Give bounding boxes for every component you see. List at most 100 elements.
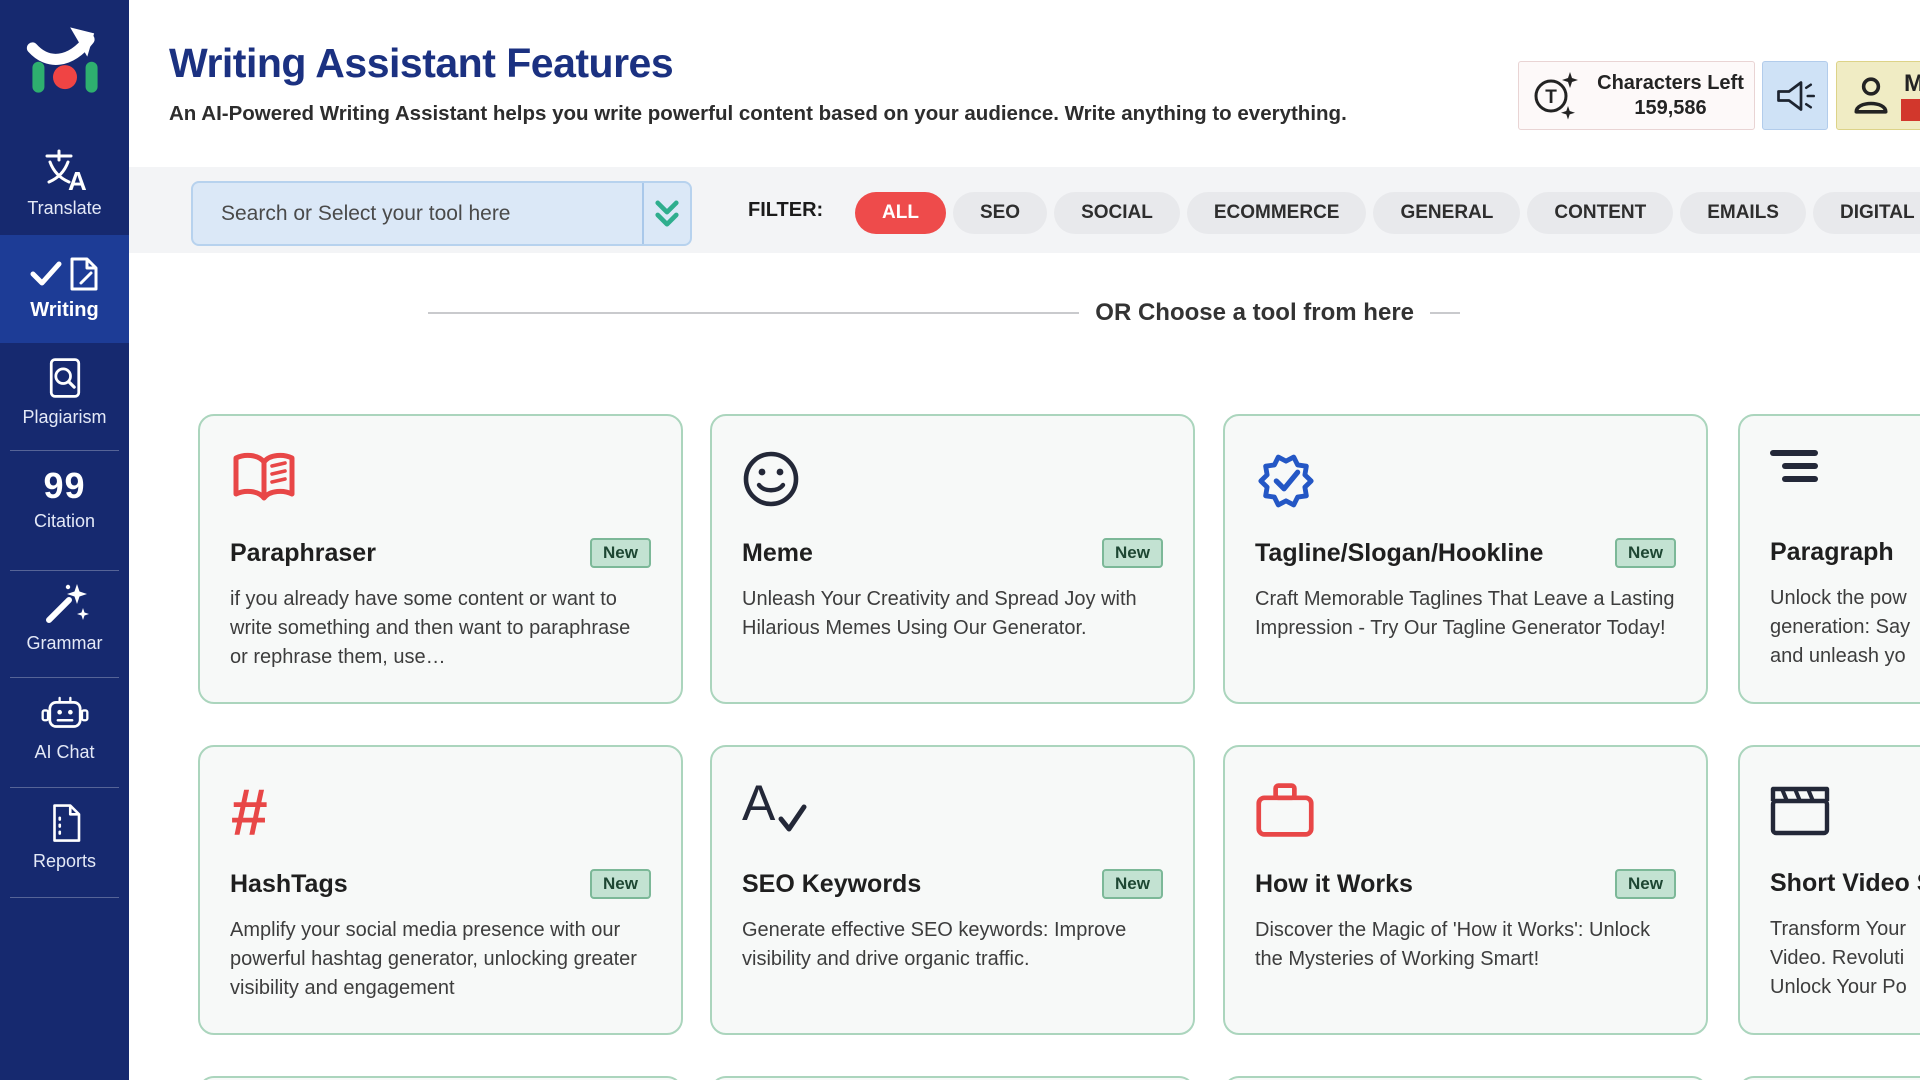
magic-wand-icon xyxy=(45,584,89,623)
tool-card-partial[interactable] xyxy=(1223,1076,1708,1080)
app-logo[interactable] xyxy=(22,12,108,96)
citation-icon: 99 xyxy=(43,465,86,506)
tool-card-paraphraser[interactable]: Paraphraser New if you already have some… xyxy=(198,414,683,704)
sidebar-divider xyxy=(10,897,119,898)
page-subtitle: An AI-Powered Writing Assistant helps yo… xyxy=(169,102,1347,125)
sidebar-item-translate[interactable]: A Translate xyxy=(0,138,129,230)
sidebar-item-label: Grammar xyxy=(26,633,103,653)
filter-pill-general[interactable]: GENERAL xyxy=(1373,192,1521,234)
tool-search xyxy=(191,181,692,246)
filter-pill-seo[interactable]: SEO xyxy=(952,192,1048,234)
divider-line xyxy=(1430,312,1460,314)
divider-line xyxy=(428,312,1080,314)
svg-text:T: T xyxy=(1545,87,1557,108)
card-title: Short Video S xyxy=(1770,869,1920,897)
section-divider: OR Choose a tool from here xyxy=(428,296,1460,330)
new-badge: New xyxy=(1102,869,1163,899)
sidebar-item-citation[interactable]: 99 Citation xyxy=(0,462,129,538)
characters-left-label: Characters Left xyxy=(1597,71,1744,94)
translate-icon: A xyxy=(45,149,87,191)
filter-pill-ecommerce[interactable]: ECOMMERCE xyxy=(1186,192,1367,234)
sidebar-item-reports[interactable]: Reports xyxy=(0,800,129,874)
sidebar-item-writing[interactable]: Writing xyxy=(0,235,129,343)
card-title: Meme xyxy=(742,538,813,567)
divider-text: OR Choose a tool from here xyxy=(1095,299,1414,326)
open-book-icon xyxy=(233,452,295,501)
tool-card-short-video[interactable]: Short Video S Transform Your Video. Revo… xyxy=(1738,745,1920,1035)
user-icon xyxy=(1854,76,1888,114)
sidebar-item-plagiarism[interactable]: Plagiarism xyxy=(0,352,129,432)
sidebar-item-grammar[interactable]: Grammar xyxy=(0,580,129,656)
sidebar-item-ai-chat[interactable]: AI Chat xyxy=(0,690,129,766)
card-description: Amplify your social media presence with … xyxy=(230,919,637,999)
svg-text:A: A xyxy=(68,166,87,191)
filter-pill-social[interactable]: SOCIAL xyxy=(1054,192,1180,234)
smiley-icon xyxy=(743,451,799,507)
tool-card-partial[interactable] xyxy=(198,1076,683,1080)
characters-left-badge: T Characters Left 159,586 xyxy=(1518,61,1755,130)
characters-left-value: 159,586 xyxy=(1634,96,1707,119)
sidebar-divider xyxy=(10,787,119,788)
card-title: Tagline/Slogan/Hookline xyxy=(1255,538,1544,567)
profile-badge[interactable]: M xyxy=(1836,61,1920,130)
checkmark-icon xyxy=(30,261,62,286)
spellcheck-check-icon xyxy=(778,804,807,832)
character-count-icon: T xyxy=(1534,71,1578,119)
badge-check-icon xyxy=(1258,454,1314,508)
hashtag-icon: # xyxy=(230,775,267,849)
clapperboard-icon xyxy=(1770,786,1830,836)
megaphone-icon xyxy=(1777,80,1816,111)
sidebar-divider xyxy=(10,677,119,678)
tool-card-partial[interactable] xyxy=(710,1076,1195,1080)
tool-card-how-it-works[interactable]: How it Works New Discover the Magic of '… xyxy=(1223,745,1708,1035)
card-title: Paraphraser xyxy=(230,538,376,567)
logo-icon xyxy=(26,27,98,93)
filter-pills: ALL SEO SOCIAL ECOMMERCE GENERAL CONTENT… xyxy=(855,192,1920,234)
sidebar-item-label: Citation xyxy=(33,511,96,531)
card-title: How it Works xyxy=(1255,869,1413,898)
new-badge: New xyxy=(590,538,651,568)
filter-pill-emails[interactable]: EMAILS xyxy=(1680,192,1806,234)
card-title: HashTags xyxy=(230,869,348,898)
filter-pill-digital[interactable]: DIGITAL xyxy=(1812,192,1920,234)
new-badge: New xyxy=(1102,538,1163,568)
card-description: Unleash Your Creativity and Spread Joy w… xyxy=(742,588,1137,639)
sidebar: A Translate Writing xyxy=(0,0,129,1080)
card-description: if you already have some content or want… xyxy=(230,588,631,668)
tool-card-tagline[interactable]: Tagline/Slogan/Hookline New Craft Memora… xyxy=(1223,414,1708,704)
tool-card-meme[interactable]: Meme New Unleash Your Creativity and Spr… xyxy=(710,414,1195,704)
sidebar-item-label: Writing xyxy=(30,299,99,321)
tool-card-hashtags[interactable]: # HashTags New Amplify your social media… xyxy=(198,745,683,1035)
spellcheck-icon: A xyxy=(742,775,776,831)
plagiarism-icon xyxy=(49,358,80,398)
card-title: SEO Keywords xyxy=(742,869,922,898)
new-badge: New xyxy=(1615,869,1676,899)
filter-pill-all[interactable]: ALL xyxy=(855,192,946,234)
new-badge: New xyxy=(590,869,651,899)
announcement-button[interactable] xyxy=(1762,61,1828,130)
sidebar-item-label: Translate xyxy=(27,198,102,218)
search-input[interactable] xyxy=(193,183,642,244)
filter-label: FILTER: xyxy=(748,198,824,221)
profile-partial-text: M xyxy=(1904,70,1920,97)
report-doc-icon xyxy=(52,804,80,842)
paragraph-lines-icon xyxy=(1770,450,1818,482)
tool-card-partial[interactable] xyxy=(1738,1076,1920,1080)
search-separator xyxy=(642,183,644,244)
card-title: Paragraph xyxy=(1770,538,1894,566)
card-description: Generate effective SEO keywords: Improve… xyxy=(742,919,1127,970)
tool-card-paragraph[interactable]: Paragraph Unlock the pow generation: Say… xyxy=(1738,414,1920,704)
search-dropdown-toggle[interactable] xyxy=(644,183,690,244)
profile-red-flag xyxy=(1901,99,1920,121)
tool-card-seo-keywords[interactable]: A SEO Keywords New Generate effective SE… xyxy=(710,745,1195,1035)
card-description: Discover the Magic of 'How it Works': Un… xyxy=(1255,919,1651,970)
new-badge: New xyxy=(1615,538,1676,568)
sidebar-divider xyxy=(10,570,119,571)
chevron-double-down-icon xyxy=(655,200,679,227)
sidebar-item-label: Plagiarism xyxy=(22,407,107,427)
sidebar-divider xyxy=(10,450,119,451)
filter-pill-content[interactable]: CONTENT xyxy=(1527,192,1674,234)
sidebar-item-label: Reports xyxy=(32,851,97,871)
card-description: Unlock the pow generation: Say and unlea… xyxy=(1770,587,1911,667)
